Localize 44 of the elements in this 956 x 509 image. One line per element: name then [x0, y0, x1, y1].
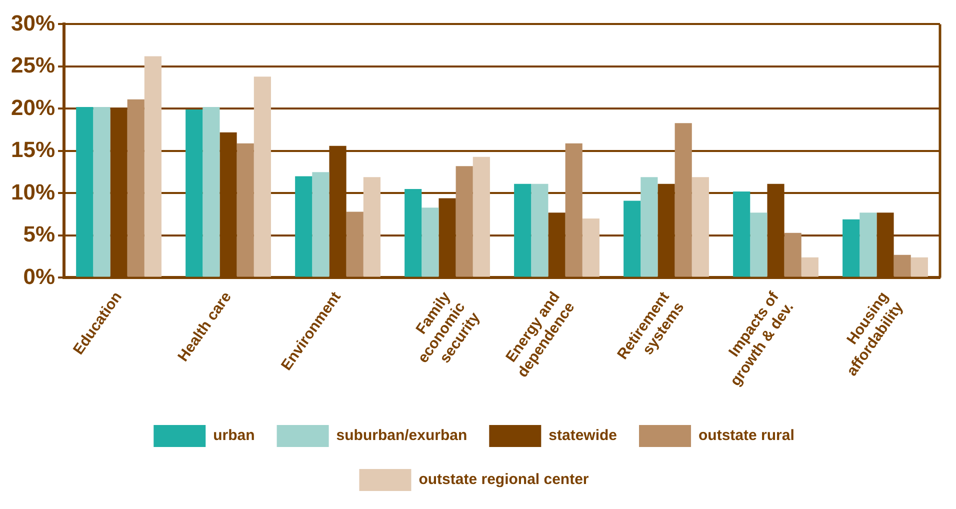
- bar: [674, 123, 692, 277]
- bar: [565, 143, 582, 277]
- bar: [254, 76, 271, 277]
- bar: [127, 99, 144, 277]
- y-tick-label: 20%: [10, 94, 56, 120]
- bar: [312, 172, 330, 277]
- bar: [624, 200, 641, 277]
- bar: [582, 218, 600, 277]
- y-tick-label: 5%: [23, 222, 56, 247]
- bar: [76, 107, 94, 277]
- bar: [422, 208, 439, 277]
- bar: [295, 176, 312, 277]
- bar: [346, 212, 364, 277]
- bar: [692, 177, 709, 277]
- bar: [860, 212, 877, 277]
- legend-label: urban: [213, 427, 255, 444]
- legend-label: suburban/exurban: [336, 427, 468, 444]
- bar: [236, 143, 254, 277]
- bar: [144, 56, 162, 277]
- bar: [842, 219, 860, 277]
- bar: [733, 192, 750, 277]
- legend-label: outstate rural: [698, 427, 794, 444]
- bar: [801, 257, 818, 277]
- y-tick-label: 10%: [10, 179, 56, 204]
- y-tick-label: 0%: [23, 264, 56, 289]
- bar: [640, 177, 658, 277]
- bar: [750, 212, 768, 277]
- y-tick-label: 25%: [10, 52, 56, 78]
- y-tick-label: 15%: [10, 137, 56, 162]
- bar: [514, 184, 532, 277]
- bar: [202, 107, 220, 277]
- bar: [472, 156, 490, 277]
- legend-label: outstate regional center: [418, 471, 589, 488]
- bar: [93, 107, 110, 277]
- y-tick-label: 30%: [10, 10, 56, 36]
- bar: [186, 110, 203, 277]
- legend-label: statewide: [548, 427, 618, 444]
- bar: [531, 184, 548, 277]
- bar: [894, 254, 911, 277]
- bar: [784, 232, 802, 277]
- bar: [363, 177, 380, 277]
- bar: [404, 188, 422, 277]
- bar: [456, 166, 473, 277]
- bar: [910, 257, 928, 277]
